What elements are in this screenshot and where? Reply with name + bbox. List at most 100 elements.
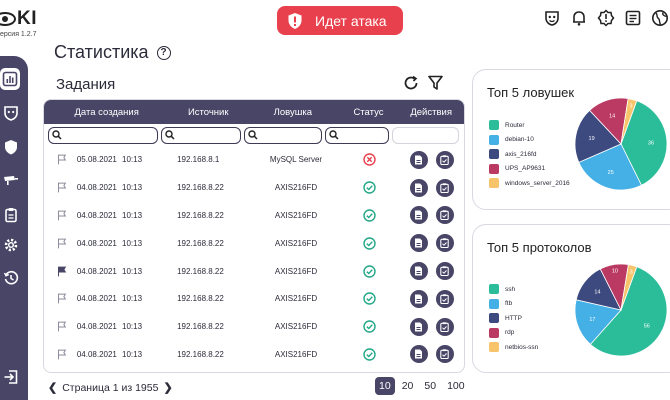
bell-icon[interactable]: [570, 9, 588, 27]
report-button[interactable]: [409, 234, 428, 253]
flag-icon[interactable]: [57, 349, 67, 360]
pie-slice[interactable]: [589, 266, 668, 357]
row-time: 10:13: [122, 238, 143, 248]
details-button[interactable]: [435, 289, 454, 308]
sidebar-item-cameras[interactable]: [0, 169, 22, 191]
sidebar-item-reports[interactable]: [0, 204, 22, 226]
details-button[interactable]: [435, 262, 454, 281]
sidebar-item-history[interactable]: [0, 267, 22, 289]
filter-icon[interactable]: [428, 75, 443, 91]
table-row[interactable]: 04.08.2021 10:13 192.168.8.22 AXIS216FD: [44, 229, 464, 257]
source-filter-input[interactable]: [161, 126, 241, 144]
table-row[interactable]: 04.08.2021 10:13 192.168.8.22 AXIS216FD: [44, 341, 464, 369]
flag-icon[interactable]: [57, 154, 67, 165]
row-status: [340, 264, 399, 278]
column-status[interactable]: Статус: [353, 106, 384, 118]
legend-label: debian-10: [505, 136, 534, 144]
report-button[interactable]: [409, 150, 428, 169]
table-row[interactable]: 04.08.2021 10:13 192.168.8.22 AXIS216FD: [44, 257, 464, 285]
row-status: [340, 181, 399, 194]
column-source[interactable]: Источник: [187, 106, 229, 118]
flag-icon[interactable]: [57, 238, 67, 249]
list-icon[interactable]: [624, 9, 642, 27]
pie-value-label: 17: [589, 317, 595, 323]
attack-banner[interactable]: Идет атака: [277, 6, 403, 35]
legend-item: HTTP: [489, 311, 538, 326]
details-button[interactable]: [435, 234, 454, 253]
report-button[interactable]: [409, 262, 428, 281]
trap-filter-input[interactable]: [244, 126, 322, 144]
row-actions: [399, 345, 464, 364]
sidebar-item-logout[interactable]: [0, 366, 22, 388]
flag-icon[interactable]: [57, 321, 67, 332]
next-page-button[interactable]: ❯: [163, 382, 173, 394]
sidebar-item-security[interactable]: [0, 136, 22, 158]
status-ok-icon: [363, 209, 376, 222]
document-icon: [415, 349, 423, 359]
row-trap: AXIS216FD: [274, 266, 318, 276]
shield-icon: [5, 140, 17, 155]
row-trap: AXIS216FD: [274, 183, 318, 193]
sidebar-item-dashboard[interactable]: [0, 68, 20, 90]
pie-slice[interactable]: [578, 143, 642, 191]
column-date[interactable]: Дата создания: [74, 106, 139, 118]
legend-label: HTTP: [505, 314, 522, 322]
sidebar-item-settings[interactable]: [0, 234, 22, 256]
page-size-option[interactable]: 100: [447, 380, 465, 392]
details-button[interactable]: [435, 317, 454, 336]
pie-slice[interactable]: [620, 100, 668, 186]
details-button[interactable]: [435, 150, 454, 169]
clipboard-check-icon: [440, 210, 449, 221]
help-icon[interactable]: ?: [156, 45, 171, 60]
sidebar-item-traps[interactable]: [0, 102, 22, 124]
clipboard-check-icon: [440, 294, 449, 304]
report-button[interactable]: [409, 178, 428, 197]
row-status: [340, 320, 399, 333]
flag-icon[interactable]: [57, 266, 67, 277]
top-traps-pie-chart: 36 25 19 14 3: [574, 97, 668, 191]
flag-icon[interactable]: [57, 182, 67, 193]
logo-text: KI: [17, 8, 37, 29]
date-filter-input[interactable]: [48, 126, 158, 144]
report-button[interactable]: [409, 206, 428, 225]
details-button[interactable]: [435, 178, 454, 197]
refresh-icon[interactable]: [403, 75, 419, 91]
column-trap[interactable]: Ловушка: [273, 106, 312, 118]
details-button[interactable]: [435, 206, 454, 225]
report-button[interactable]: [409, 289, 428, 308]
pie-slice[interactable]: [574, 299, 622, 345]
legend-swatch: [489, 298, 499, 309]
legend-swatch: [489, 342, 499, 353]
table-row[interactable]: 04.08.2021 10:13 192.168.8.22 AXIS216FD: [44, 313, 464, 341]
row-trap: AXIS216FD: [274, 294, 318, 304]
page-size-option[interactable]: 10: [375, 377, 395, 395]
page-size-option[interactable]: 50: [424, 380, 437, 392]
table-row[interactable]: 04.08.2021 10:13 192.168.8.22 AXIS216FD: [44, 285, 464, 313]
status-filter-input[interactable]: [325, 126, 389, 144]
legend-label: Router: [505, 121, 525, 129]
table-row[interactable]: 04.08.2021 10:13 192.168.8.22 AXIS216FD: [44, 202, 464, 230]
mask-icon[interactable]: [543, 9, 561, 27]
row-date: 04.08.2021: [76, 183, 117, 193]
report-button[interactable]: [409, 345, 428, 364]
row-source: 192.168.8.22: [177, 294, 224, 304]
details-button[interactable]: [435, 345, 454, 364]
status-ok-icon: [363, 181, 376, 194]
globe-icon[interactable]: [651, 9, 669, 27]
pie-slice[interactable]: [620, 264, 638, 311]
row-actions: [399, 150, 464, 169]
flag-icon[interactable]: [57, 210, 67, 221]
table-row[interactable]: 05.08.2021 10:13 192.168.8.1 MySQL Serve…: [44, 146, 464, 174]
pie-slice[interactable]: [620, 98, 638, 145]
legend-label: ftb: [505, 300, 513, 308]
table-row[interactable]: 04.08.2021 10:13 192.168.8.22 AXIS216FD: [44, 174, 464, 202]
alert-icon[interactable]: [597, 9, 615, 27]
shield-alert-icon: [288, 12, 302, 29]
pie-slice[interactable]: [574, 109, 622, 163]
legend-item: ftb: [489, 297, 538, 312]
row-actions: [399, 262, 464, 281]
flag-icon[interactable]: [57, 293, 67, 304]
report-button[interactable]: [409, 317, 428, 336]
prev-page-button[interactable]: ❮: [48, 382, 58, 394]
page-size-option[interactable]: 20: [401, 380, 414, 392]
